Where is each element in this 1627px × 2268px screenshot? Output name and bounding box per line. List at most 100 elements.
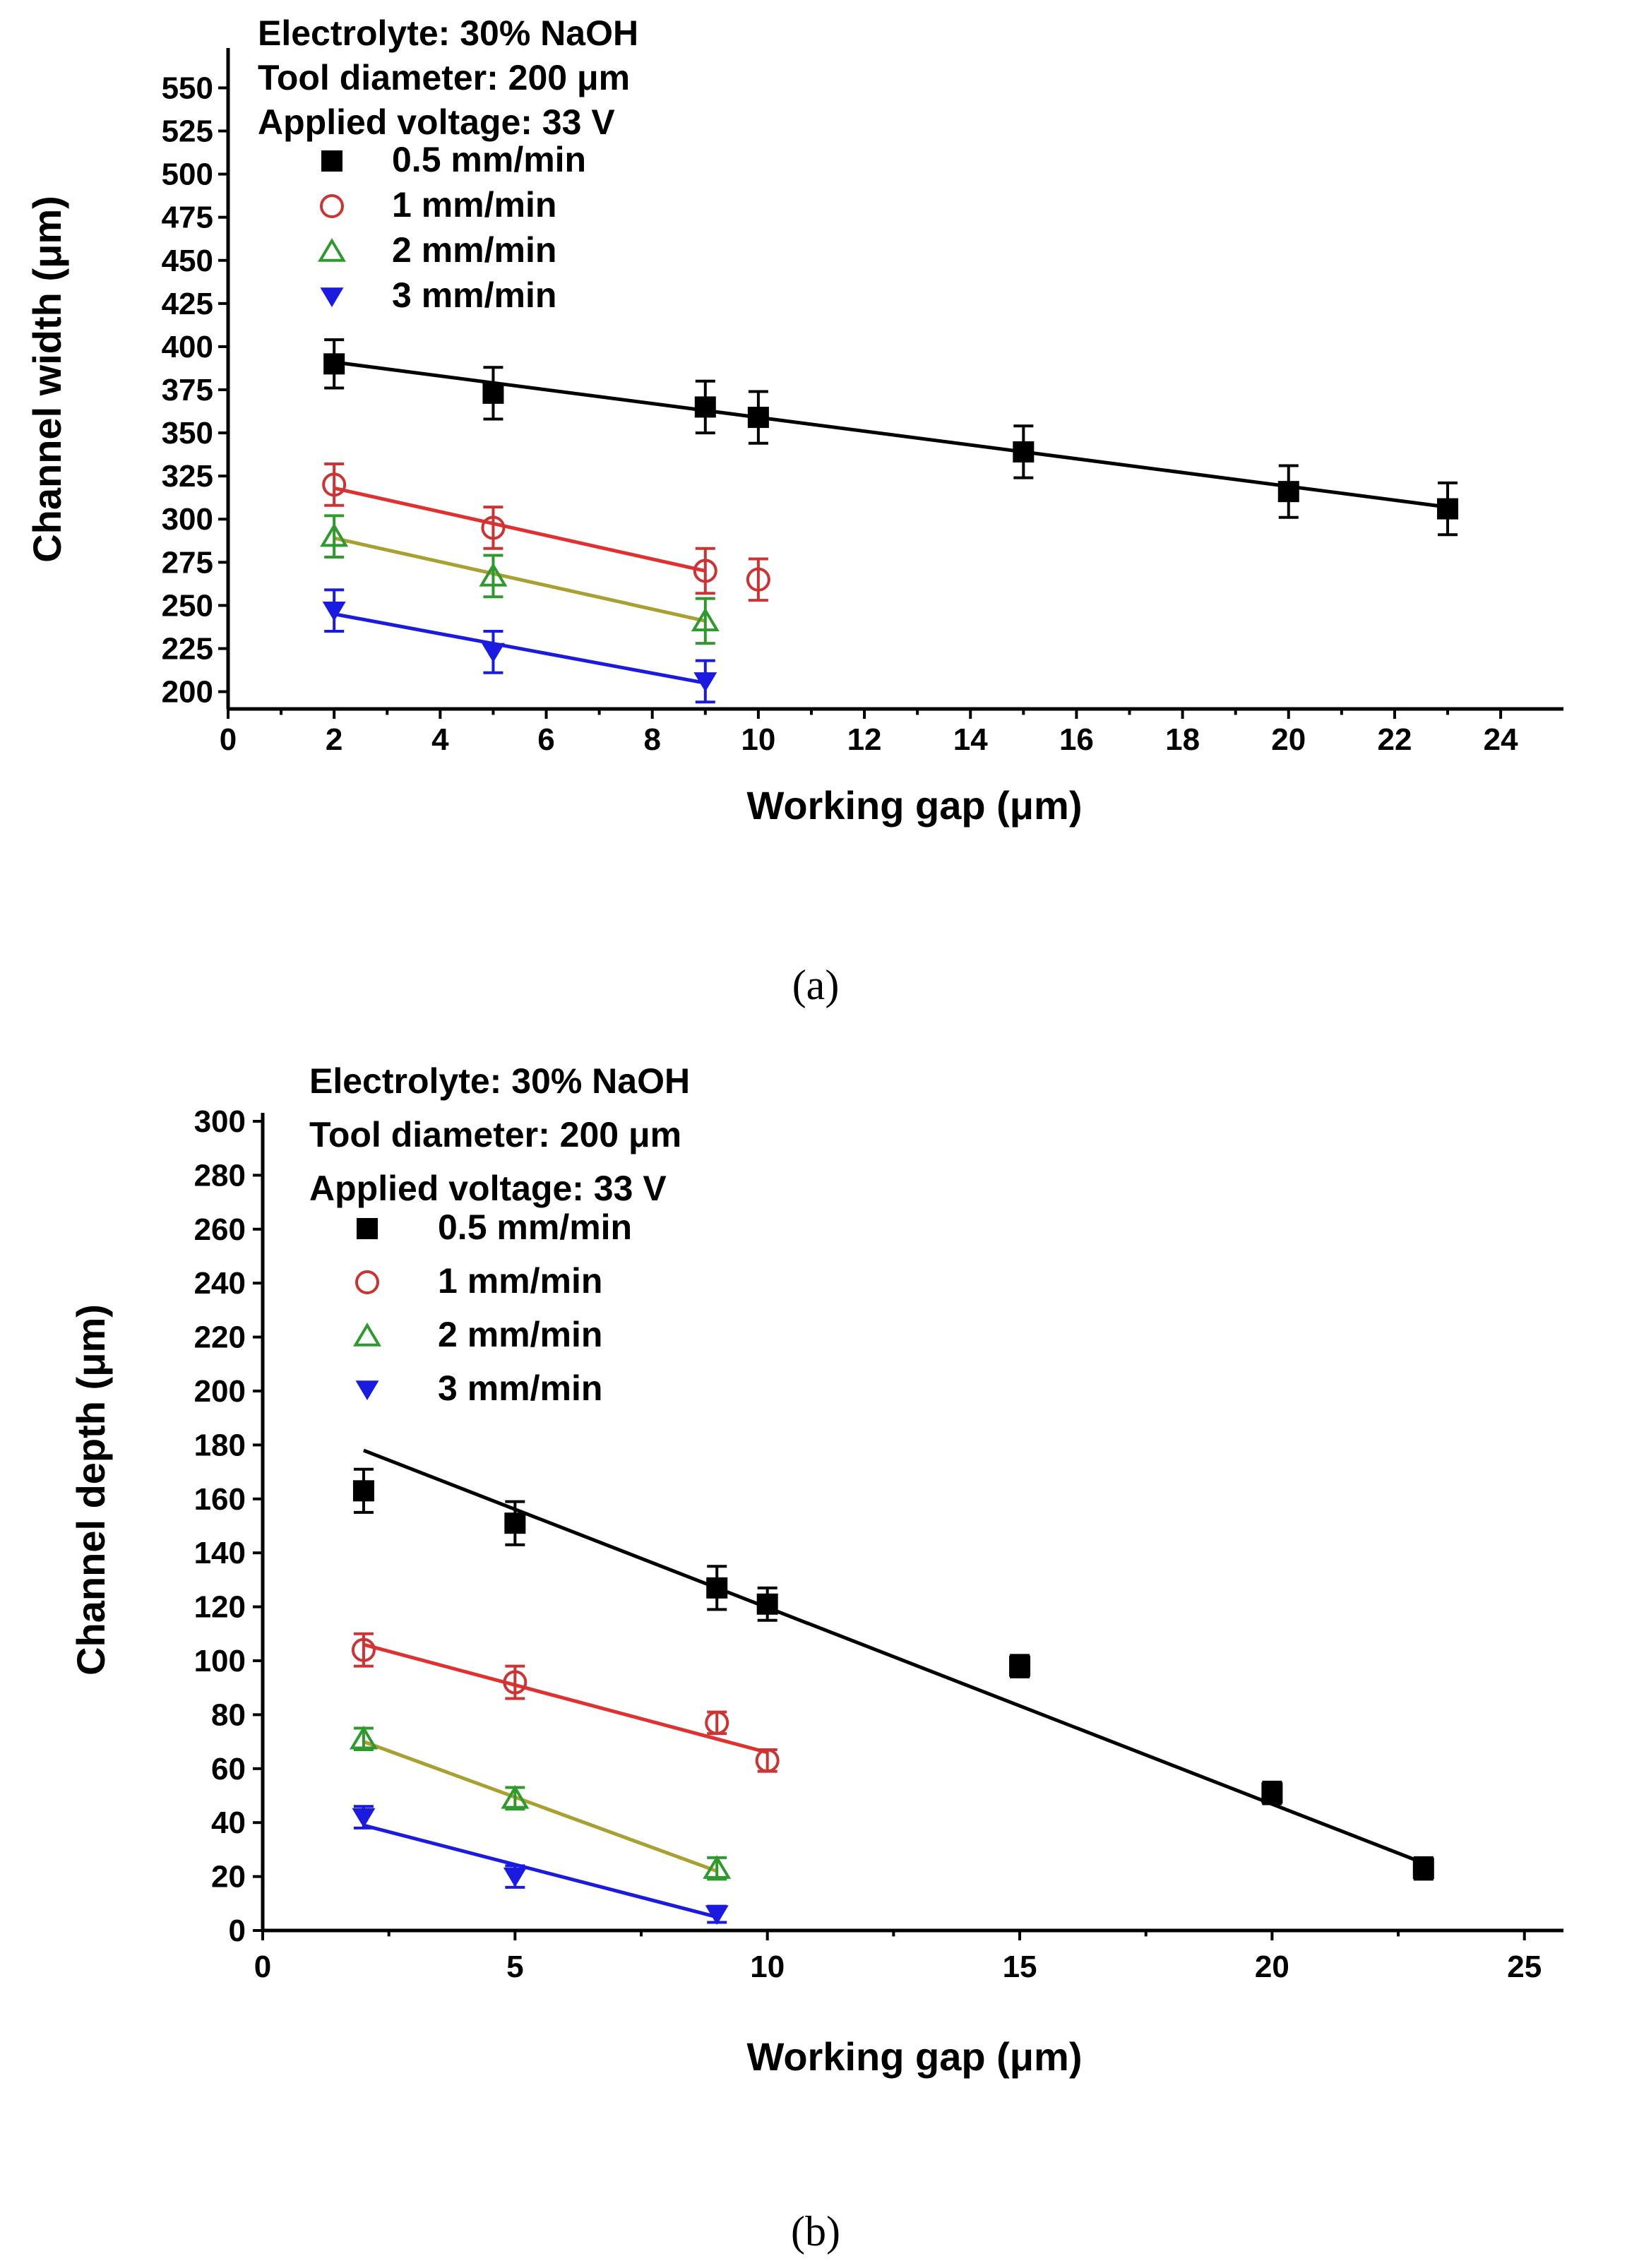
chart-b-ticks: 0 5 10 15 20 25 0 20 40 60 80 100 120 140 160 180 200 220… [194,1104,1542,1984]
chart-a-x-tick-label: 8 [643,722,660,757]
chart-a-point-1-mm-min [693,547,717,595]
data-marker [694,396,716,418]
chart-b-legend-marker-1-mm-min [355,1270,379,1294]
chart-b-point-0-5-mm-min [756,1586,778,1622]
chart-b-y-tick-label: 160 [194,1482,246,1517]
data-marker [756,1593,778,1615]
chart-a-y-tick-label: 350 [162,416,213,450]
data-marker [693,672,717,692]
chart-b-annotation-2: Tool diameter: 200 μm [309,1115,681,1154]
data-marker [481,515,506,540]
chart-b-point-2-mm-min [703,1855,732,1881]
chart-a-x-tick-label: 18 [1165,722,1200,757]
chart-b-legend-label-2-mm-min: 2 mm/min [438,1315,602,1354]
data-marker [352,1808,376,1828]
data-marker [691,607,720,632]
chart-b-y-axis-title: Channel depth (μm) [68,1304,113,1676]
chart-b-y-tick-label: 100 [194,1644,246,1678]
chart-a-x-tick-label: 20 [1271,722,1306,757]
chart-b-legend-label-1-mm-min: 1 mm/min [438,1261,602,1301]
chart-a-point-0-5-mm-min [694,379,716,435]
data-marker [706,1577,728,1599]
chart-b-legend: 0.5 mm/min 1 mm/min 2 mm/min 3 mm/min [352,1207,632,1408]
chart-b-y-tick-label: 0 [229,1914,246,1948]
chart-a-point-0-5-mm-min [323,338,345,390]
chart-a-points [320,338,1459,704]
chart-b-point-0-5-mm-min [1261,1780,1283,1806]
chart-a-fit-line-2-mm-min [333,536,706,623]
data-marker [705,1905,729,1926]
chart-b-point-3-mm-min [352,1805,376,1830]
data-marker [479,562,508,587]
data-marker [501,1784,530,1809]
chart-a-legend-marker-0-5-mm-min [321,150,342,172]
chart-b-y-tick-label: 220 [194,1320,246,1355]
chart-a-legend-label-2-mm-min: 2 mm/min [392,230,556,270]
chart-b-y-tick-label: 120 [194,1590,246,1625]
chart-a-y-axis-title: Channel width (μm) [25,196,69,563]
chart-a-point-3-mm-min [481,630,505,674]
chart-b-y-tick-label: 180 [194,1428,246,1462]
chart-b-y-tick-label: 260 [194,1212,246,1247]
chart-a-annotation-2: Tool diameter: 200 μm [258,58,630,97]
chart-b-x-tick-label: 5 [506,1950,523,1984]
chart-b-point-0-5-mm-min [504,1500,526,1546]
data-marker [481,643,505,663]
chart-a-legend-label-1-mm-min: 1 mm/min [392,185,556,225]
chart-a-x-tick-label: 2 [326,722,342,757]
chart-a-y-tick-label: 250 [162,588,213,623]
chart-a-point-2-mm-min [691,597,720,645]
chart-b-annotation-3: Applied voltage: 33 V [309,1169,667,1208]
chart-a-fit-line-1-mm-min [333,486,706,573]
data-marker [320,523,349,547]
chart-b-points [349,1467,1434,1926]
chart-b-point-0-5-mm-min [1412,1856,1434,1881]
chart-a-point-3-mm-min [693,659,717,704]
chart-a-x-tick-label: 6 [537,722,554,757]
chart-a-y-tick-label: 550 [162,71,213,105]
chart-b-fit-line-2-mm-min [363,1740,718,1873]
chart-b-x-tick-label: 15 [1003,1950,1037,1984]
chart-a-fit-line-3-mm-min [333,612,706,685]
data-marker [503,1670,528,1695]
data-marker [703,1855,732,1879]
chart-a-point-2-mm-min [320,514,349,559]
chart-a-fit-line-0-5-mm-min [333,360,1448,509]
data-marker [755,1748,780,1773]
chart-a-y-tick-label: 275 [162,545,213,580]
chart-b-annotation-1: Electrolyte: 30% NaOH [309,1061,690,1101]
chart-a-fit-lines [333,360,1448,685]
chart-b-point-2-mm-min [501,1784,530,1811]
data-marker [349,1725,378,1750]
data-marker [504,1512,526,1534]
chart-a-y-tick-label: 425 [162,287,213,321]
chart-a-x-tick-label: 24 [1484,722,1518,757]
chart-b-point-0-5-mm-min [1009,1654,1031,1678]
chart-a-point-3-mm-min [322,588,346,633]
chart-b-fit-line-0-5-mm-min [363,1448,1424,1865]
chart-a-point-1-mm-min [322,462,347,507]
chart-b: 0 5 10 15 20 25 0 20 40 60 80 100 120 140 160 180 200 220… [68,1061,1563,2255]
chart-a-x-tick-label: 10 [741,722,775,757]
chart-a-x-tick-label: 16 [1059,722,1094,757]
chart-a-y-tick-label: 300 [162,502,213,537]
chart-b-legend-marker-3-mm-min [355,1380,379,1400]
chart-b-legend-label-3-mm-min: 3 mm/min [438,1368,602,1408]
data-marker [482,382,504,404]
chart-b-fit-line-1-mm-min [363,1642,768,1755]
chart-b-point-1-mm-min [503,1664,528,1700]
chart-b-point-1-mm-min [705,1710,729,1736]
chart-b-y-tick-label: 140 [194,1536,246,1570]
data-marker [323,353,345,375]
chart-a-point-2-mm-min [479,554,508,599]
chart-b-x-tick-label: 0 [254,1950,271,1984]
chart-b-y-tick-label: 200 [194,1374,246,1409]
data-marker [705,1710,729,1735]
chart-a-x-tick-label: 0 [220,722,237,757]
chart-b-y-tick-label: 80 [211,1697,246,1732]
chart-a-point-0-5-mm-min [1277,464,1299,519]
chart-a: 0 2 4 6 8 10 12 14 16 18 20 22 242002252502753003253… [25,13,1563,1008]
data-marker [1437,498,1459,520]
data-marker [746,567,770,592]
chart-a-y-tick-label: 500 [162,157,213,192]
